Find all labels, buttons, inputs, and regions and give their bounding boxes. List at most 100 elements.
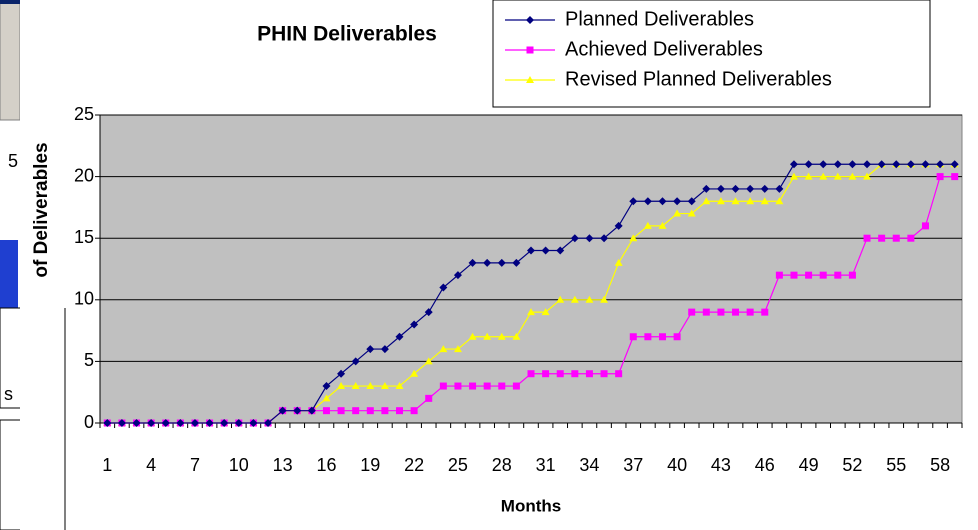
marker	[190, 419, 199, 427]
marker	[878, 234, 886, 242]
marker	[264, 419, 273, 427]
marker	[161, 419, 170, 427]
marker	[526, 76, 534, 83]
marker	[863, 160, 872, 169]
marker	[147, 419, 156, 427]
marker	[789, 172, 798, 180]
marker	[351, 357, 360, 366]
marker	[731, 184, 740, 193]
x-tick-label: 7	[190, 455, 200, 475]
marker	[585, 295, 594, 303]
marker	[498, 382, 506, 390]
marker	[366, 407, 374, 415]
marker	[337, 407, 345, 415]
marker	[907, 234, 915, 242]
marker	[673, 209, 682, 217]
x-tick-label: 46	[755, 455, 775, 475]
y-tick-label: 5	[84, 350, 94, 370]
chart-title: PHIN Deliverables	[257, 23, 437, 46]
marker	[439, 345, 448, 353]
marker	[132, 419, 141, 427]
legend-label: Achieved Deliverables	[565, 38, 763, 60]
marker	[658, 221, 667, 229]
marker	[380, 345, 389, 354]
marker	[921, 160, 930, 169]
x-tick-label: 22	[404, 455, 424, 475]
marker	[892, 160, 901, 169]
marker	[906, 160, 915, 169]
marker	[834, 271, 842, 279]
marker	[570, 295, 579, 303]
marker	[234, 419, 243, 427]
marker	[658, 333, 666, 341]
y-tick-label: 25	[74, 104, 94, 124]
marker	[673, 333, 681, 341]
marker	[556, 246, 565, 255]
y-tick-label: 20	[74, 165, 94, 185]
marker	[351, 382, 360, 390]
side-panel	[0, 0, 21, 121]
marker	[585, 370, 593, 378]
marker	[833, 160, 842, 169]
marker	[453, 345, 462, 353]
marker	[469, 382, 477, 390]
marker	[468, 332, 477, 340]
marker	[775, 184, 784, 193]
background-text: s	[4, 384, 13, 404]
marker	[600, 370, 608, 378]
marker	[526, 16, 534, 24]
x-tick-label: 16	[316, 455, 336, 475]
marker	[497, 258, 506, 267]
marker	[775, 271, 783, 279]
marker	[556, 370, 564, 378]
background-text: 5	[8, 151, 18, 171]
y-axis-label: of Deliverables	[31, 142, 52, 277]
marker	[512, 258, 521, 267]
marker	[702, 308, 710, 316]
x-tick-label: 55	[886, 455, 906, 475]
side-blue	[0, 240, 18, 310]
x-tick-label: 49	[799, 455, 819, 475]
y-tick-label: 10	[74, 289, 94, 309]
marker	[805, 271, 813, 279]
marker	[322, 382, 331, 391]
marker	[819, 271, 827, 279]
marker	[746, 184, 755, 193]
marker	[205, 419, 214, 427]
marker	[688, 308, 696, 316]
x-tick-label: 10	[229, 455, 249, 475]
marker	[396, 407, 404, 415]
marker	[453, 271, 462, 280]
marker	[483, 332, 492, 340]
marker	[117, 419, 126, 427]
marker	[526, 46, 534, 54]
x-tick-label: 43	[711, 455, 731, 475]
marker	[760, 184, 769, 193]
legend-box	[492, 0, 931, 108]
marker	[103, 419, 112, 427]
marker	[732, 308, 740, 316]
y-tick-label: 0	[84, 412, 94, 432]
marker	[877, 160, 886, 169]
marker	[746, 197, 755, 205]
marker	[702, 184, 711, 193]
marker	[819, 160, 828, 169]
marker	[819, 172, 828, 180]
marker	[863, 172, 872, 180]
marker	[789, 160, 798, 169]
marker	[278, 406, 287, 415]
marker	[410, 407, 418, 415]
x-tick-label: 25	[448, 455, 468, 475]
marker	[380, 382, 389, 390]
x-tick-label: 13	[273, 455, 293, 475]
marker	[892, 234, 900, 242]
marker	[556, 295, 565, 303]
marker	[337, 369, 346, 378]
x-tick-label: 4	[146, 455, 156, 475]
marker	[731, 197, 740, 205]
marker	[366, 382, 375, 390]
x-tick-label: 1	[102, 455, 112, 475]
marker	[395, 332, 404, 341]
marker	[746, 308, 754, 316]
marker	[352, 407, 360, 415]
